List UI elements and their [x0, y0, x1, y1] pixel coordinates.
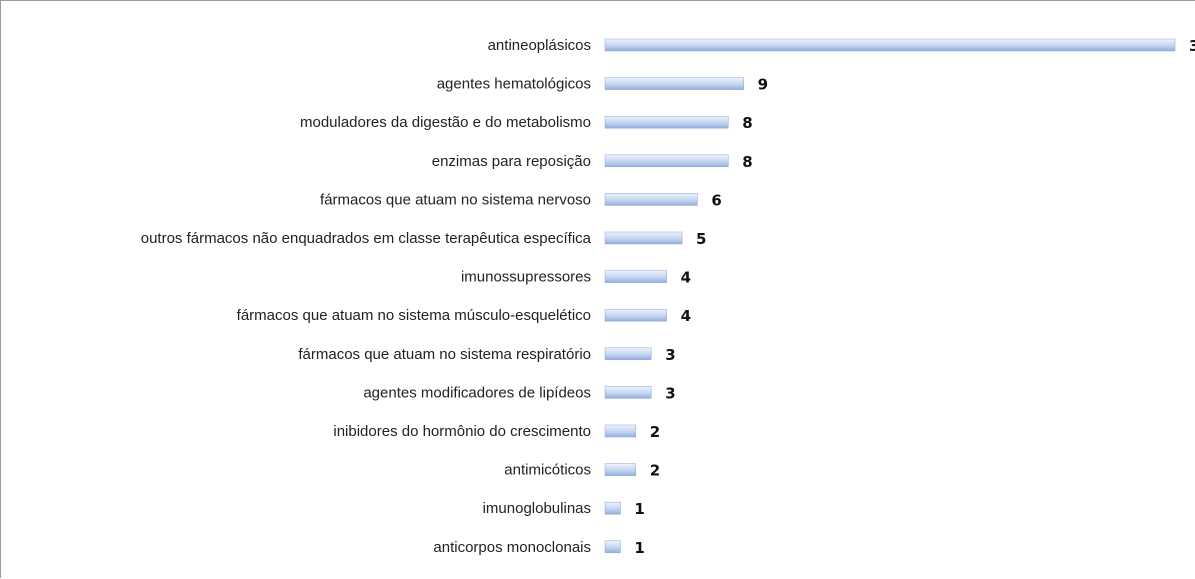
value-label: 4 [681, 269, 691, 287]
value-label: 2 [650, 423, 660, 441]
bar-row: imunossupressores 4 [461, 269, 691, 287]
value-label: 8 [742, 153, 752, 171]
bar [604, 308, 667, 322]
category-label: imunossupressores [461, 269, 591, 286]
bar [604, 38, 1176, 52]
bar-row: moduladores da digestão e do metabolismo… [300, 114, 753, 132]
category-label: antimicóticos [504, 462, 591, 479]
value-label: 3 [665, 384, 675, 402]
bar-row: fármacos que atuam no sistema respiratór… [298, 346, 675, 364]
bar [604, 270, 667, 283]
category-label: fármacos que atuam no sistema nervoso [320, 191, 591, 208]
category-label: agentes modificadores de lipídeos [363, 384, 591, 401]
bar-row: fármacos que atuam no sistema músculo-es… [237, 307, 691, 325]
value-label: 2 [650, 462, 660, 480]
value-label: 1 [634, 500, 644, 518]
value-label: 8 [742, 114, 752, 132]
bar-row: anticorpos monoclonais 1 [433, 539, 644, 557]
bar [604, 193, 698, 206]
bar [604, 77, 744, 90]
value-label: 1 [634, 539, 644, 557]
bar [604, 424, 637, 438]
value-label: 4 [681, 307, 691, 325]
category-label: imunoglobulinas [483, 500, 591, 517]
bar-row: antineoplásicos 37 [488, 37, 1195, 55]
category-label: fármacos que atuam no sistema respiratór… [298, 346, 591, 363]
bar-row: agentes hematológicos 9 [437, 76, 768, 94]
category-label: enzimas para reposição [432, 153, 591, 170]
bar-row: agentes modificadores de lipídeos 3 [363, 384, 675, 402]
category-label: moduladores da digestão e do metabolismo [300, 114, 591, 131]
category-label: agentes hematológicos [437, 76, 591, 93]
value-label: 5 [696, 230, 706, 248]
value-label: 37 [1189, 37, 1195, 55]
bars-layer: antineoplásicos 37 agentes hematológicos 9 m… [141, 37, 1195, 557]
bar [604, 347, 652, 361]
bar [604, 154, 729, 168]
category-label: anticorpos monoclonais [433, 539, 591, 556]
bar [604, 501, 621, 515]
bar [604, 231, 683, 245]
bar [604, 386, 652, 399]
value-label: 6 [711, 191, 721, 209]
category-label: outros fármacos não enquadrados em class… [141, 230, 592, 247]
bar-row: enzimas para reposição 8 [432, 153, 753, 171]
bar [604, 463, 637, 476]
value-label: 3 [665, 346, 675, 364]
category-label: antineoplásicos [488, 37, 591, 54]
bar-row: antimicóticos 2 [504, 462, 660, 480]
bar-row: imunoglobulinas 1 [483, 500, 645, 518]
bar-row: fármacos que atuam no sistema nervoso 6 [320, 191, 722, 209]
bar [604, 540, 621, 554]
bar-row: outros fármacos não enquadrados em class… [141, 230, 707, 248]
bar [604, 115, 729, 129]
category-label: fármacos que atuam no sistema músculo-es… [237, 307, 591, 324]
bar-row: inibidores do hormônio do crescimento 2 [333, 423, 660, 441]
value-label: 9 [758, 76, 768, 94]
category-label: inibidores do hormônio do crescimento [333, 423, 591, 440]
